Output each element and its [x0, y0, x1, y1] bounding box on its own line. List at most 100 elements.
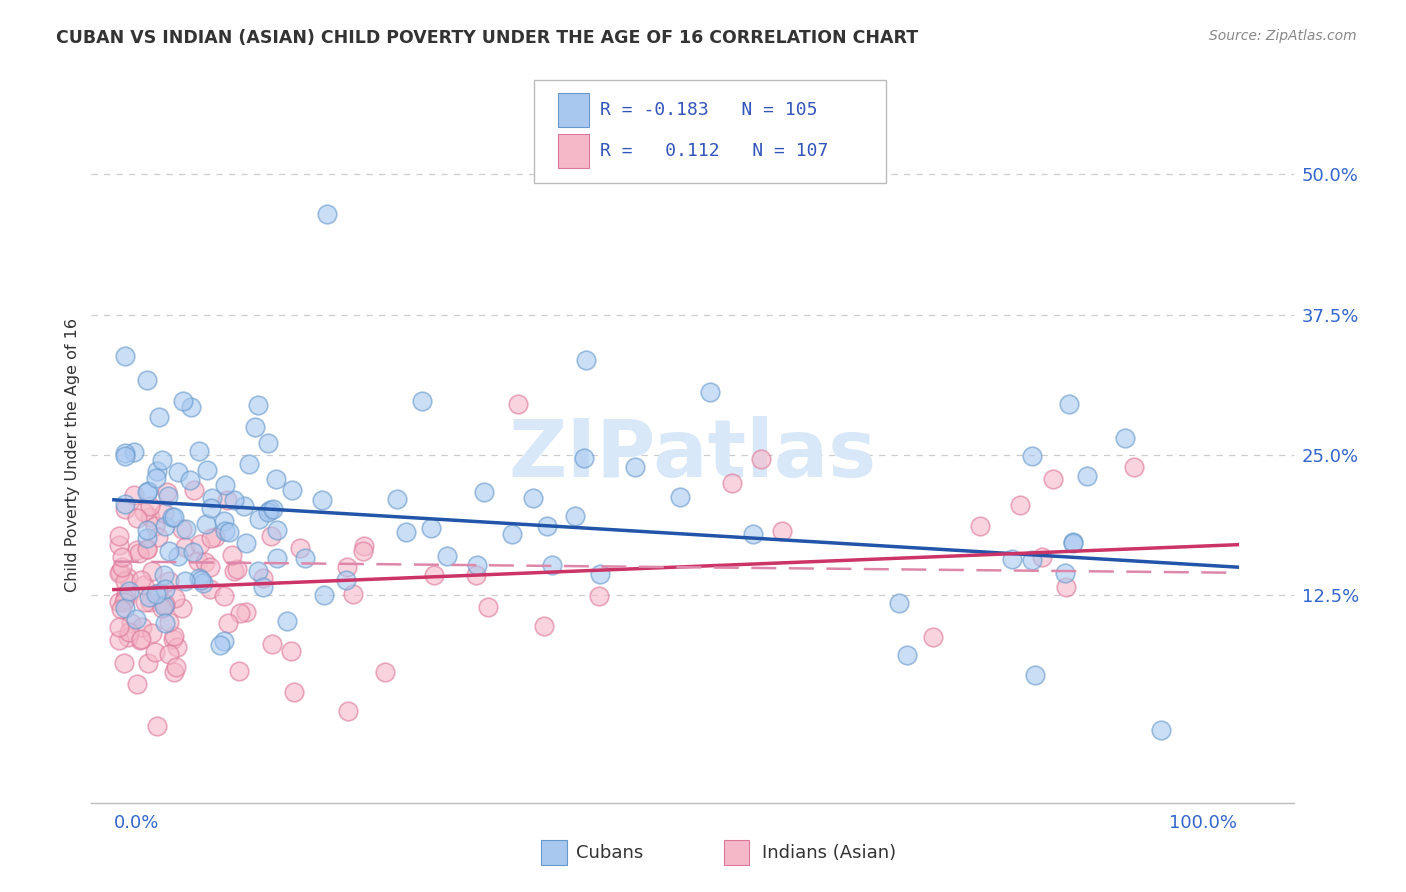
Point — [162, 632, 184, 646]
Point — [138, 591, 160, 605]
Point — [163, 629, 186, 643]
Point — [108, 566, 131, 581]
Point — [311, 493, 333, 508]
Point — [139, 509, 162, 524]
Point — [699, 385, 721, 400]
Text: 100.0%: 100.0% — [1170, 814, 1237, 832]
Point — [280, 483, 302, 497]
Point — [720, 475, 742, 490]
Point — [669, 490, 692, 504]
Point — [127, 676, 149, 690]
Point — [245, 419, 267, 434]
Point — [896, 648, 918, 662]
Point — [114, 445, 136, 459]
Point — [247, 564, 270, 578]
Point — [108, 620, 131, 634]
Point — [187, 570, 209, 584]
Text: CUBAN VS INDIAN (ASIAN) CHILD POVERTY UNDER THE AGE OF 16 CORRELATION CHART: CUBAN VS INDIAN (ASIAN) CHILD POVERTY UN… — [56, 29, 918, 46]
Point — [280, 644, 302, 658]
Point — [374, 665, 396, 680]
Point — [224, 565, 246, 579]
Point — [128, 546, 150, 560]
Point — [131, 620, 153, 634]
Point — [1076, 469, 1098, 483]
Point — [155, 598, 177, 612]
Point — [204, 531, 226, 545]
Point — [1024, 668, 1046, 682]
Point — [1053, 566, 1076, 580]
Point — [1062, 535, 1084, 549]
Point — [190, 574, 212, 588]
Point — [170, 522, 193, 536]
Point — [1008, 498, 1031, 512]
Point — [1114, 431, 1136, 445]
Point — [150, 601, 173, 615]
Point — [122, 487, 145, 501]
Text: Indians (Asian): Indians (Asian) — [762, 844, 896, 862]
Point — [411, 394, 433, 409]
Point — [564, 508, 586, 523]
Point — [1123, 459, 1146, 474]
Point — [190, 537, 212, 551]
Point — [501, 527, 523, 541]
Point — [522, 491, 544, 505]
Point — [262, 501, 284, 516]
Point — [114, 574, 136, 588]
Point — [165, 659, 187, 673]
Point — [257, 436, 280, 450]
Point — [139, 499, 162, 513]
Point — [179, 473, 201, 487]
Point — [181, 545, 204, 559]
Point — [136, 483, 159, 498]
Point — [226, 561, 249, 575]
Point — [200, 501, 222, 516]
Point — [508, 397, 530, 411]
Point — [624, 460, 647, 475]
Point — [114, 591, 136, 606]
Point — [114, 449, 136, 463]
Point — [352, 543, 374, 558]
Text: Source: ZipAtlas.com: Source: ZipAtlas.com — [1209, 29, 1357, 43]
Point — [157, 544, 180, 558]
Point — [141, 625, 163, 640]
Point — [139, 595, 162, 609]
Text: Cubans: Cubans — [576, 844, 644, 862]
Point — [335, 573, 357, 587]
Point — [120, 615, 142, 630]
Point — [174, 540, 197, 554]
Point — [191, 575, 214, 590]
Point — [153, 582, 176, 596]
Point — [1054, 580, 1077, 594]
Point — [117, 571, 139, 585]
Point — [136, 656, 159, 670]
Point — [117, 630, 139, 644]
Point — [129, 573, 152, 587]
Point — [337, 704, 360, 718]
Point — [165, 591, 187, 606]
Point — [1021, 553, 1043, 567]
Point — [214, 524, 236, 538]
Point — [112, 656, 135, 670]
Point — [183, 483, 205, 497]
Point — [238, 458, 260, 472]
Point — [316, 207, 339, 221]
Text: R = -0.183   N = 105: R = -0.183 N = 105 — [600, 101, 818, 119]
Point — [283, 685, 305, 699]
Point — [174, 574, 197, 588]
Point — [111, 559, 134, 574]
Point — [132, 505, 155, 519]
Point — [353, 539, 375, 553]
Point — [266, 472, 288, 486]
Point — [155, 616, 177, 631]
Point — [157, 574, 180, 588]
Point — [156, 489, 179, 503]
Point — [141, 565, 163, 579]
Point — [533, 618, 555, 632]
Point — [214, 478, 236, 492]
Point — [214, 634, 236, 648]
Point — [198, 560, 221, 574]
Point — [201, 491, 224, 505]
Point — [572, 450, 595, 465]
Point — [148, 586, 170, 600]
Point — [145, 470, 167, 484]
